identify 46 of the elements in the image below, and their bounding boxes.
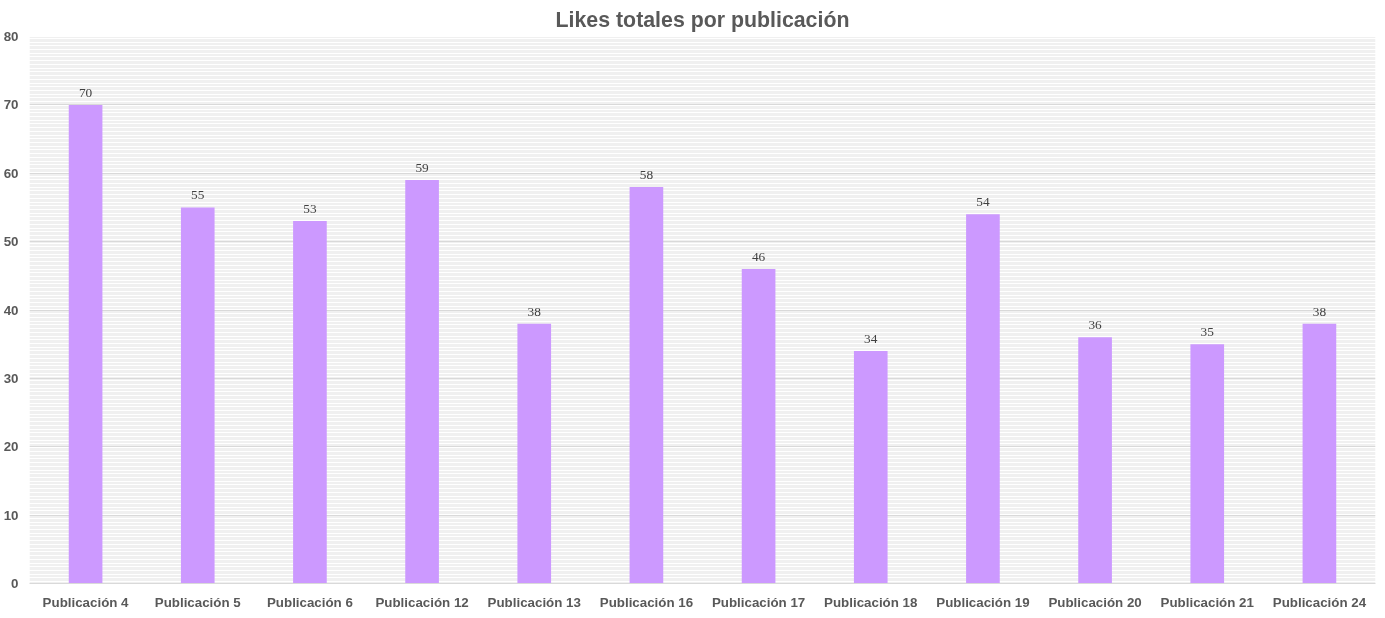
data-label: 46 [751,248,766,264]
data-label: 34 [864,331,878,347]
data-label: 35 [1200,324,1215,340]
data-label: 70 [78,84,93,100]
bar [1302,323,1337,584]
data-label: 59 [415,160,430,176]
x-tick-label: Publicación 13 [487,594,581,610]
bar [966,214,1000,584]
x-tick-label: Publicación 20 [1048,594,1142,610]
bar [629,186,664,584]
x-tick-label: Publicación 19 [936,594,1030,610]
data-label: 58 [639,166,654,182]
x-tick-label: Publicación 17 [711,594,806,610]
x-tick-label: Publicación 18 [824,594,918,610]
data-label: 36 [1088,317,1103,333]
x-tick-label: Publicación 4 [42,594,130,610]
y-tick-label: 50 [3,234,19,250]
x-tick-label: Publicación 16 [599,594,694,610]
bar [517,323,552,584]
x-tick-label: Publicación 21 [1160,594,1255,610]
y-tick-label: 40 [3,302,19,318]
y-tick-label: 60 [3,165,19,181]
data-label: 38 [1312,303,1327,319]
bar [853,351,888,584]
bar [741,268,776,584]
y-tick-label: 10 [3,507,19,523]
bar [405,180,439,584]
data-label: 55 [191,187,205,203]
x-tick-label: Publicación 24 [1272,594,1367,610]
bar [293,221,327,584]
data-label: 38 [527,303,542,319]
data-label: 53 [303,201,317,217]
x-tick-label: Publicación 12 [375,594,469,610]
bar [1190,344,1225,584]
y-tick-label: 0 [11,576,19,591]
chart-title: Likes totales por publicación [555,7,850,32]
data-label: 54 [976,194,990,210]
x-tick-label: Publicación 5 [154,594,242,610]
y-tick-label: 20 [3,439,19,455]
y-tick-label: 80 [3,29,19,44]
y-tick-label: 70 [3,97,19,113]
x-tick-label: Publicación 6 [266,594,353,610]
bar [68,104,103,584]
bar [180,207,215,584]
y-tick-label: 30 [3,370,19,386]
bar [1078,337,1112,584]
